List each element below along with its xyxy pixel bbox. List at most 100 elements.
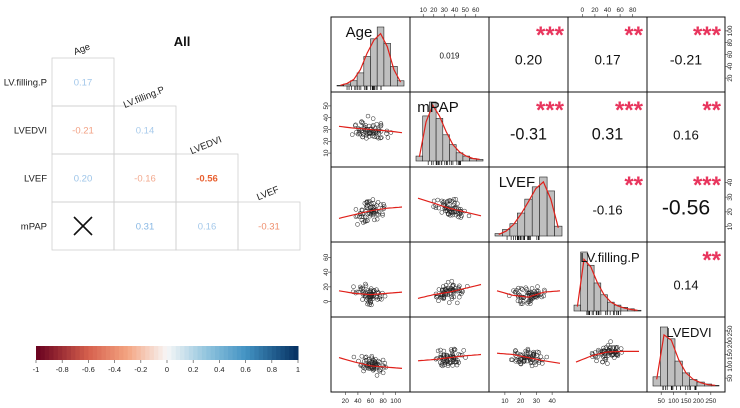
colorbar-segment: [215, 346, 220, 360]
scatter-point: [511, 288, 516, 293]
colorbar-segment: [136, 346, 142, 360]
axis-tick-label: 60: [727, 51, 734, 59]
scatter-point: [446, 207, 452, 212]
axis-tick-label: 30: [441, 7, 449, 14]
colorbar-tick-label: 0.4: [214, 365, 224, 374]
axis-tick-label: 10: [323, 149, 330, 157]
correlation-value: 0.20: [515, 52, 542, 68]
scatter-point: [374, 203, 379, 208]
axis-tick-label: 20: [727, 74, 734, 82]
density-curve: [656, 333, 716, 386]
corr-value-label: -0.31: [258, 222, 280, 233]
scatter-point: [434, 294, 439, 300]
scatter-point: [525, 301, 530, 306]
scatter-point: [453, 197, 459, 202]
scatter-point: [385, 135, 391, 140]
scatter-point: [377, 294, 383, 300]
axis-tick-label: 50: [462, 7, 470, 14]
correlation-value: -0.31: [510, 126, 547, 144]
smooth-line: [496, 290, 561, 298]
smooth-line: [417, 353, 482, 362]
scatter-point: [444, 358, 450, 364]
correlation-value: 0.16: [673, 128, 699, 143]
corr-cell: [237, 201, 301, 251]
smooth-line: [575, 350, 639, 363]
scatter-point: [369, 353, 375, 359]
scatter-point: [514, 357, 519, 363]
scatter-point: [368, 130, 374, 136]
scatter-point: [365, 218, 370, 223]
colorbar-segment: [84, 346, 89, 360]
scatter-point: [608, 339, 613, 344]
scatter-point: [360, 134, 365, 140]
scatter-point: [388, 130, 394, 135]
histogram-bar: [383, 43, 391, 87]
smooth-line: [417, 197, 482, 217]
scatter-point: [449, 199, 455, 204]
scatter-point: [353, 207, 359, 212]
scatter-point: [363, 127, 368, 133]
scatter-point: [436, 298, 441, 304]
colorbar-segment: [249, 346, 255, 360]
scatter-point: [605, 361, 610, 366]
scatter-point: [590, 352, 596, 357]
corr-row-label: mPAP: [21, 222, 47, 233]
scatter-point: [384, 131, 389, 136]
colorbar-segment: [254, 346, 260, 360]
axis-tick-label: 40: [323, 268, 330, 276]
scatter-point: [376, 290, 381, 296]
scatter-point: [454, 362, 460, 368]
scatter-point: [370, 116, 376, 121]
colorbar-segment: [184, 346, 190, 360]
scatter-point: [454, 209, 460, 214]
scatter-point: [361, 220, 366, 225]
scatter-point: [459, 213, 464, 219]
scatter-point: [367, 302, 372, 307]
axis-tick-label: 100: [727, 25, 734, 36]
colorbar-tick-label: -0.2: [134, 365, 147, 374]
histogram-bar: [396, 80, 405, 87]
scatter-point: [363, 354, 369, 360]
scatterplot-matrix: Age mPAP LVEF LV.filling.P LVEDVI 0.019 0.20 **…: [323, 7, 734, 405]
axis-tick-label: 0: [580, 7, 584, 14]
scatter-point: [441, 296, 446, 301]
corr-row-label: LVEDVI: [14, 126, 47, 137]
scatter-point: [528, 298, 534, 303]
colorbar-tick-label: 0.6: [240, 365, 250, 374]
scatter-point: [377, 367, 382, 373]
correlation-value: 0.17: [594, 53, 620, 68]
scatter-point: [439, 210, 445, 215]
scatter-point: [451, 282, 456, 288]
matrix-panel: [330, 241, 411, 318]
scatter-point: [370, 204, 375, 209]
scatter-point: [527, 297, 532, 302]
colorbar-segment: [206, 346, 212, 360]
scatter-point: [518, 361, 523, 366]
histogram-bar: [435, 118, 444, 162]
colorbar-segment: [40, 346, 46, 360]
scatter-point: [360, 297, 365, 302]
scatter-point: [513, 348, 518, 354]
colorbar-tick-label: 0.2: [188, 365, 198, 374]
corr-value-label: 0.14: [136, 126, 155, 137]
colorbar-segment: [153, 346, 159, 360]
scatter-point: [370, 197, 376, 202]
correlation-value: 0.019: [439, 52, 460, 61]
matrix-panel: [409, 166, 490, 243]
colorbar-tick-label: -1: [33, 365, 40, 374]
scatter-point: [441, 348, 447, 354]
scatter-point: [437, 360, 443, 365]
smooth-line: [417, 283, 482, 299]
scatter-point: [519, 286, 524, 291]
colorbar-segment: [53, 346, 59, 360]
scatter-point: [438, 292, 444, 298]
scatter-point: [611, 345, 617, 350]
axis-tick-label: 40: [323, 114, 330, 122]
colorbar-segment: [175, 346, 181, 360]
scatter-point: [600, 359, 605, 365]
smooth-line: [496, 352, 561, 364]
colorbar-segment: [219, 346, 225, 360]
colorbar-segment: [289, 346, 295, 360]
colorbar-segment: [70, 346, 76, 360]
